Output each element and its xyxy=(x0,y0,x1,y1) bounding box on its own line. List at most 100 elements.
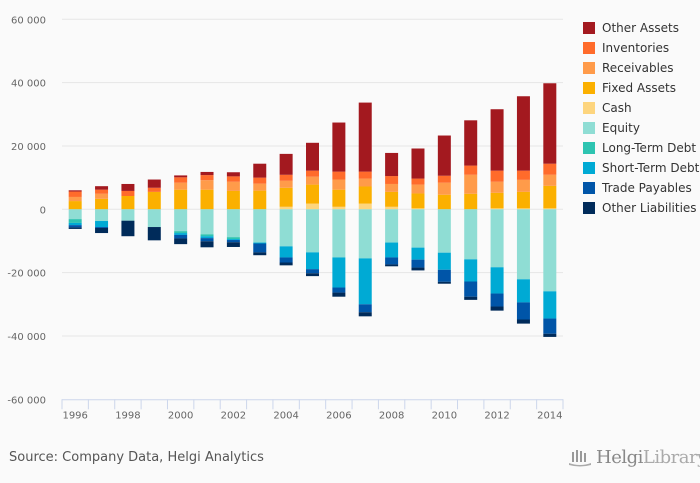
y-axis: 60 000 40 000 20 000 0 -20 000 -40 000 -60 000 xyxy=(7,15,46,406)
legend-swatch xyxy=(583,162,595,174)
bar-segment-inventories xyxy=(226,176,240,182)
bar-segment-inventories xyxy=(516,170,530,180)
bar-segment-cash xyxy=(516,208,530,210)
legend-label: Trade Payables xyxy=(602,181,692,195)
bar-segment-other-liabilities xyxy=(226,242,240,247)
bar-segment-other-liabilities xyxy=(385,264,399,267)
bar-segment-inventories xyxy=(200,175,214,181)
brand-bold: Helgi xyxy=(596,447,643,468)
bar-segment-cash xyxy=(411,208,425,210)
bar-segment-long-term-debt xyxy=(68,219,82,223)
bar-segment-other-liabilities xyxy=(68,227,82,229)
bar-segment-cash xyxy=(279,206,293,210)
bar-segment-short-term-debt xyxy=(543,291,557,319)
bar-segment-inventories xyxy=(95,189,109,194)
bar-segment-trade-payables xyxy=(306,269,319,274)
legend-item-trade-payables[interactable]: Trade Payables xyxy=(583,178,699,198)
legend-item-fixed-assets[interactable]: Fixed Assets xyxy=(583,78,699,98)
bar-segment-fixed-assets xyxy=(411,193,425,209)
legend-swatch xyxy=(583,122,595,134)
bar-segment-receivables xyxy=(411,184,425,194)
bar-segment-equity xyxy=(68,209,82,220)
bar-segment-receivables xyxy=(464,174,478,194)
bar-segment-inventories xyxy=(306,170,319,177)
bar-segment-other-assets xyxy=(411,148,425,179)
legend-label: Receivables xyxy=(602,61,674,75)
bar-segment-fixed-assets xyxy=(437,194,451,210)
legend-swatch xyxy=(583,202,595,214)
chart-legend: Other Assets Inventories Receivables Fixed … xyxy=(583,18,699,218)
bar-series xyxy=(68,83,557,337)
bar-segment-equity xyxy=(226,209,240,238)
legend-item-cash[interactable]: Cash xyxy=(583,98,699,118)
bar-segment-equity xyxy=(464,209,478,260)
bar-segment-other-liabilities xyxy=(543,333,557,337)
bar-segment-other-liabilities xyxy=(95,227,109,234)
bar-segment-short-term-debt xyxy=(306,252,319,270)
bar-segment-equity xyxy=(543,209,557,292)
bar-segment-equity xyxy=(121,209,135,221)
legend-label: Cash xyxy=(602,101,632,115)
bar-segment-other-assets xyxy=(174,175,188,178)
bar-segment-equity xyxy=(385,209,399,243)
bar-segment-fixed-assets xyxy=(121,196,135,210)
bar-segment-long-term-debt xyxy=(226,237,240,240)
legend-item-short-term-debt[interactable]: Short-Term Debt xyxy=(583,158,699,178)
legend-label: Inventories xyxy=(602,41,670,55)
bar-segment-other-assets xyxy=(543,83,557,164)
bar-segment-short-term-debt xyxy=(358,258,372,305)
bar-segment-inventories xyxy=(332,171,346,180)
legend-swatch xyxy=(583,22,595,34)
bar-segment-other-liabilities xyxy=(147,227,161,241)
bar-segment-receivables xyxy=(95,193,109,199)
bar-segment-other-assets xyxy=(95,186,109,190)
bar-segment-inventories xyxy=(464,165,478,175)
legend-label: Fixed Assets xyxy=(602,81,676,95)
legend-label: Equity xyxy=(602,121,640,135)
bar-segment-other-assets xyxy=(306,142,319,171)
bar-segment-inventories xyxy=(279,174,293,181)
legend-item-equity[interactable]: Equity xyxy=(583,118,699,138)
library-building-icon xyxy=(569,449,591,466)
bar-segment-trade-payables xyxy=(385,257,399,265)
bar-segment-other-assets xyxy=(121,183,135,191)
bar-segment-other-assets xyxy=(437,135,451,176)
bar-segment-other-liabilities xyxy=(253,252,267,256)
legend-swatch xyxy=(583,102,595,114)
bar-segment-trade-payables xyxy=(516,302,530,320)
x-tick-label: 2000 xyxy=(168,410,193,421)
legend-item-receivables[interactable]: Receivables xyxy=(583,58,699,78)
bar-segment-receivables xyxy=(385,183,399,192)
bar-segment-trade-payables xyxy=(253,243,267,253)
y-tick-label: -40 000 xyxy=(7,332,46,343)
bar-segment-other-assets xyxy=(253,163,267,178)
bar-segment-inventories xyxy=(121,190,135,196)
bar-segment-receivables xyxy=(253,183,267,191)
bar-segment-other-liabilities xyxy=(516,319,530,324)
legend-swatch xyxy=(583,42,595,54)
bar-segment-cash xyxy=(385,206,399,210)
bar-segment-other-assets xyxy=(147,179,161,188)
bar-segment-equity xyxy=(490,209,504,268)
legend-item-other-assets[interactable]: Other Assets xyxy=(583,18,699,38)
legend-item-long-term-debt[interactable]: Long-Term Debt xyxy=(583,138,699,158)
bar-segment-other-liabilities xyxy=(306,273,319,277)
bar-segment-trade-payables xyxy=(437,269,451,282)
bar-segment-trade-payables xyxy=(174,234,188,239)
bar-segment-fixed-assets xyxy=(68,201,82,210)
bar-segment-short-term-debt xyxy=(95,221,109,228)
bar-segment-fixed-assets xyxy=(490,192,504,209)
bar-segment-short-term-debt xyxy=(279,246,293,258)
bar-segment-other-assets xyxy=(279,153,293,175)
brand-light: Library. xyxy=(642,447,700,468)
bar-segment-short-term-debt xyxy=(516,279,530,303)
bar-segment-short-term-debt xyxy=(437,252,451,270)
y-tick-label: 60 000 xyxy=(11,15,46,26)
legend-item-inventories[interactable]: Inventories xyxy=(583,38,699,58)
legend-item-other-liabilities[interactable]: Other Liabilities xyxy=(583,198,699,218)
bar-segment-cash xyxy=(332,206,346,210)
y-tick-label: 40 000 xyxy=(11,79,46,90)
bar-segment-equity xyxy=(279,209,293,247)
bar-segment-fixed-assets xyxy=(358,186,372,204)
bar-segment-inventories xyxy=(174,177,188,183)
